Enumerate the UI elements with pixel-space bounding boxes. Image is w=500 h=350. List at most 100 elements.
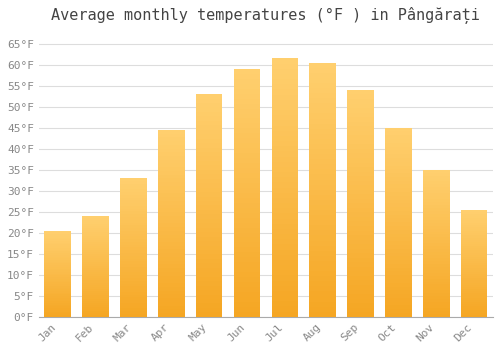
- Bar: [82, 224, 109, 226]
- Bar: [272, 224, 298, 229]
- Bar: [272, 265, 298, 270]
- Bar: [348, 149, 374, 153]
- Bar: [158, 234, 184, 238]
- Bar: [423, 173, 450, 176]
- Bar: [158, 145, 184, 148]
- Bar: [158, 302, 184, 306]
- Bar: [423, 258, 450, 261]
- Bar: [461, 255, 487, 257]
- Bar: [44, 274, 71, 275]
- Bar: [234, 104, 260, 108]
- Bar: [348, 181, 374, 185]
- Bar: [82, 232, 109, 234]
- Bar: [44, 267, 71, 268]
- Bar: [348, 176, 374, 181]
- Bar: [461, 252, 487, 255]
- Bar: [385, 192, 411, 196]
- Bar: [385, 196, 411, 199]
- Bar: [82, 282, 109, 285]
- Bar: [44, 248, 71, 250]
- Bar: [120, 200, 146, 203]
- Bar: [348, 203, 374, 208]
- Bar: [385, 241, 411, 245]
- Bar: [310, 215, 336, 220]
- Bar: [158, 309, 184, 313]
- Title: Average monthly temperatures (°F ) in Pângărați: Average monthly temperatures (°F ) in Pâ…: [52, 7, 480, 24]
- Bar: [196, 148, 222, 152]
- Bar: [82, 220, 109, 222]
- Bar: [82, 256, 109, 258]
- Bar: [348, 162, 374, 167]
- Bar: [44, 239, 71, 241]
- Bar: [120, 181, 146, 184]
- Bar: [461, 300, 487, 302]
- Bar: [158, 268, 184, 272]
- Bar: [272, 219, 298, 224]
- Bar: [158, 242, 184, 246]
- Bar: [196, 116, 222, 121]
- Bar: [385, 256, 411, 260]
- Bar: [196, 94, 222, 99]
- Bar: [348, 226, 374, 231]
- Bar: [310, 205, 336, 210]
- Bar: [310, 124, 336, 129]
- Bar: [120, 245, 146, 247]
- Bar: [272, 94, 298, 100]
- Bar: [348, 231, 374, 235]
- Bar: [196, 281, 222, 286]
- Bar: [423, 305, 450, 308]
- Bar: [348, 235, 374, 240]
- Bar: [385, 207, 411, 211]
- Bar: [272, 198, 298, 203]
- Bar: [82, 260, 109, 262]
- Bar: [82, 250, 109, 252]
- Bar: [348, 240, 374, 244]
- Bar: [158, 163, 184, 167]
- Bar: [196, 254, 222, 259]
- Bar: [310, 154, 336, 159]
- Bar: [82, 238, 109, 240]
- Bar: [158, 141, 184, 145]
- Bar: [461, 315, 487, 317]
- Bar: [82, 315, 109, 317]
- Bar: [196, 192, 222, 197]
- Bar: [423, 190, 450, 193]
- Bar: [272, 105, 298, 110]
- Bar: [461, 259, 487, 261]
- Bar: [158, 152, 184, 156]
- Bar: [423, 270, 450, 273]
- Bar: [423, 223, 450, 226]
- Bar: [120, 267, 146, 270]
- Bar: [423, 214, 450, 217]
- Bar: [44, 284, 71, 286]
- Bar: [385, 306, 411, 309]
- Bar: [348, 222, 374, 226]
- Bar: [272, 136, 298, 141]
- Bar: [82, 240, 109, 242]
- Bar: [461, 306, 487, 308]
- Bar: [234, 262, 260, 267]
- Bar: [158, 182, 184, 186]
- Bar: [385, 173, 411, 177]
- Bar: [385, 249, 411, 252]
- Bar: [44, 300, 71, 301]
- Bar: [196, 156, 222, 161]
- Bar: [234, 252, 260, 257]
- Bar: [44, 232, 71, 234]
- Bar: [348, 185, 374, 190]
- Bar: [44, 315, 71, 317]
- Bar: [272, 270, 298, 275]
- Bar: [234, 237, 260, 243]
- Bar: [196, 143, 222, 148]
- Bar: [310, 210, 336, 215]
- Bar: [310, 271, 336, 276]
- Bar: [158, 197, 184, 201]
- Bar: [196, 174, 222, 179]
- Bar: [272, 141, 298, 146]
- Bar: [120, 206, 146, 209]
- Bar: [158, 250, 184, 253]
- Bar: [272, 162, 298, 167]
- Bar: [82, 264, 109, 266]
- Bar: [82, 276, 109, 279]
- Bar: [44, 251, 71, 253]
